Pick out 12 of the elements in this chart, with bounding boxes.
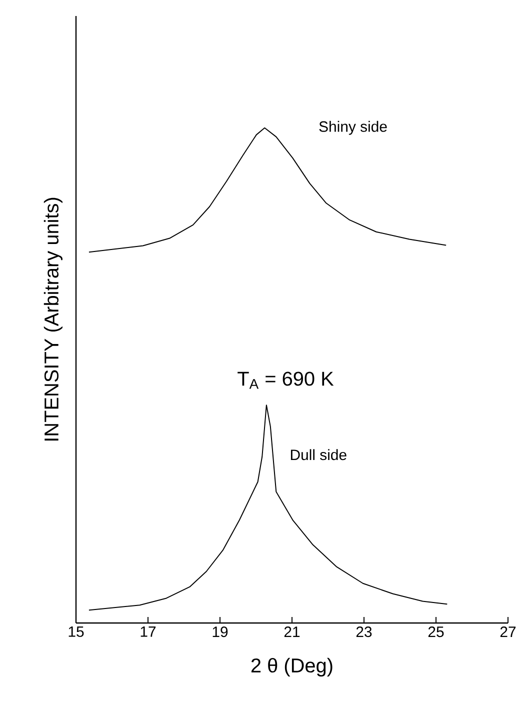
x-tick-label: 21 [284, 626, 300, 637]
x-tick-label: 23 [356, 626, 372, 638]
text: Shiny side [319, 120, 387, 135]
x-tick-label: 17 [140, 626, 156, 637]
x-tick-label: 25 [428, 626, 444, 638]
x-tick-label: 27 [500, 626, 516, 637]
x-axis-title: 2 θ (Deg) [251, 658, 332, 677]
series-label: Dull side [290, 449, 346, 460]
x-tick-label: 15 [68, 626, 84, 637]
x-tick-label: 19 [212, 626, 228, 638]
y-axis-title: INTENSITY (Arbitrary units) [44, 198, 62, 441]
annotation: T$_{A}$ = 690 K [238, 372, 334, 389]
